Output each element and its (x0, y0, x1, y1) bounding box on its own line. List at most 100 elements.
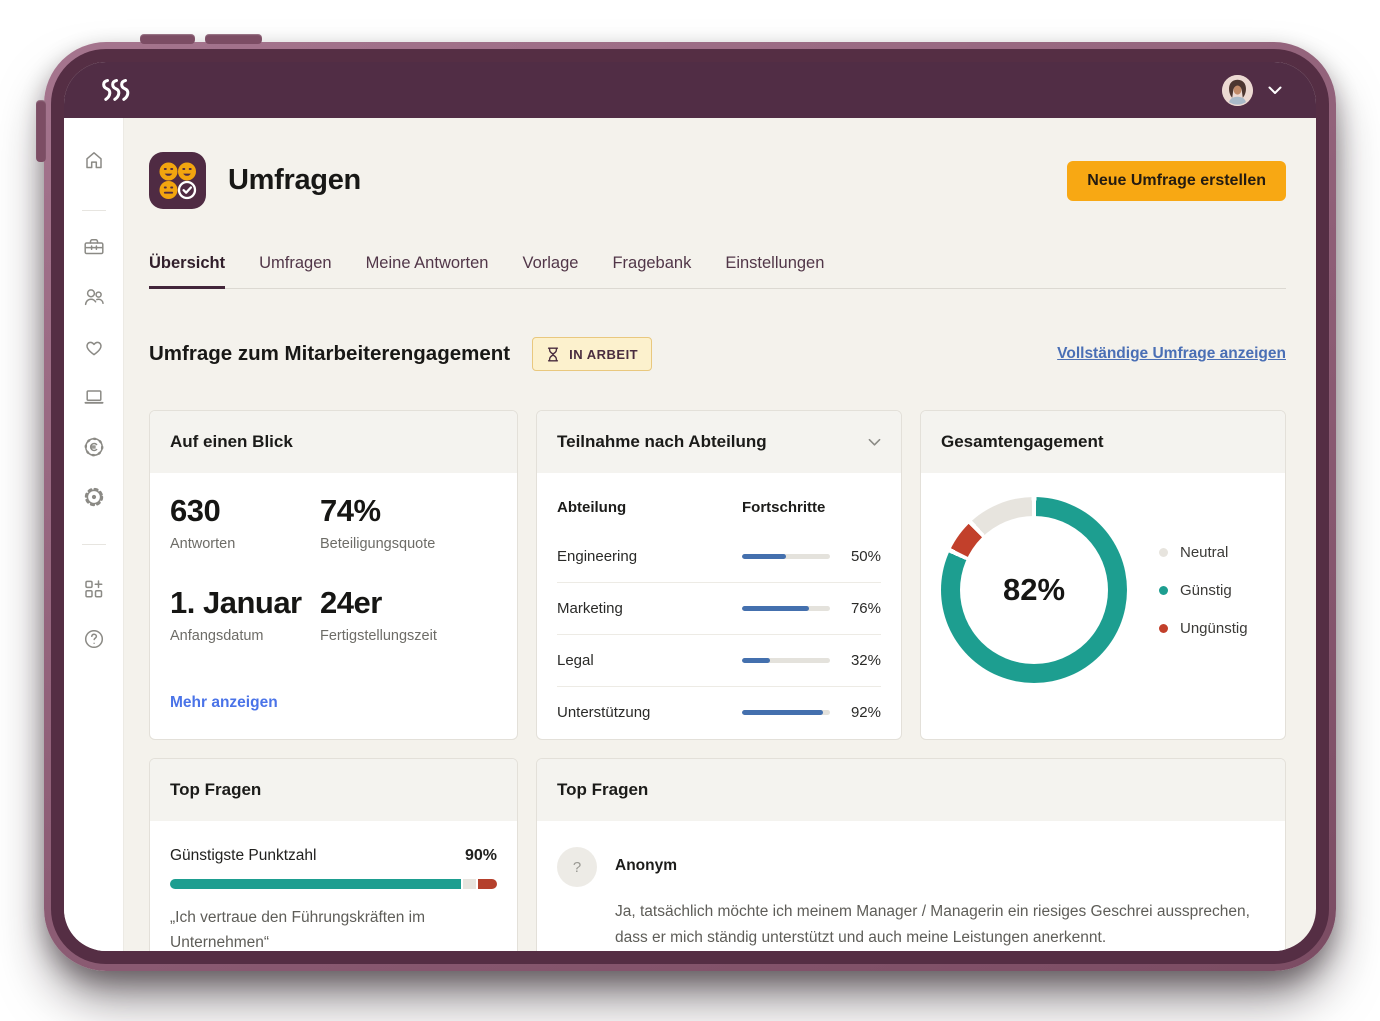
stat-value: 24er (320, 585, 382, 620)
sidebar-item-benefits[interactable] (78, 331, 110, 363)
survey-header-row: Umfrage zum Mitarbeiterengagement IN ARB… (149, 337, 1286, 371)
status-badge-label: IN ARBEIT (569, 346, 639, 362)
tab-vorlage[interactable]: Vorlage (522, 254, 579, 272)
legend-dot (1159, 585, 1168, 595)
glance-card-header: Auf einen Blick (150, 411, 517, 473)
stat-label: Fertigstellungszeit (320, 628, 437, 644)
cards-row-2: Top Fragen Günstigste Punktzahl 90% (149, 758, 1286, 951)
top-questions-comment-card: Top Fragen ? Anonym Ja, tatsächlich möch… (536, 758, 1286, 951)
home-icon (85, 152, 102, 169)
create-survey-button[interactable]: Neue Umfrage erstellen (1067, 160, 1286, 201)
heart-icon (85, 341, 102, 356)
chevron-down-icon[interactable] (1268, 86, 1282, 95)
tab-einstellungen[interactable]: Einstellungen (725, 254, 825, 272)
stat-value: 74% (320, 493, 381, 528)
gear-icon (84, 487, 103, 507)
sidebar-navigation (64, 118, 124, 951)
tab-umfragen[interactable]: Umfragen (259, 254, 332, 272)
tab-fragebank[interactable]: Fragebank (612, 254, 692, 272)
table-header: Abteilung Fortschritte (557, 489, 881, 530)
engagement-card-header: Gesamtengagement (921, 411, 1285, 473)
participation-card-header: Teilnahme nach Abteilung (537, 411, 901, 473)
collapse-toggle[interactable] (868, 438, 881, 447)
donut-legend: Neutral Günstig Ungünstig (1159, 544, 1248, 637)
people-icon (84, 289, 104, 306)
sidebar-item-toolbox[interactable] (78, 231, 110, 263)
survey-title: Umfrage zum Mitarbeiterengagement (149, 342, 511, 365)
column-progress: Fortschritte (742, 499, 826, 516)
top-questions-score-card: Top Fragen Günstigste Punktzahl 90% (149, 758, 518, 951)
department-name: Marketing (557, 600, 623, 617)
tab-bar: Übersicht Umfragen Meine Antworten Vorla… (149, 254, 1286, 289)
laptop-icon (84, 390, 103, 404)
progress-bar (742, 553, 830, 559)
column-department: Abteilung (557, 499, 627, 516)
legend-item-unfavorable: Ungünstig (1159, 620, 1248, 637)
stat-label: Beteiligungsquote (320, 536, 436, 552)
sidebar-item-settings[interactable] (78, 481, 110, 513)
progress-bar (742, 658, 830, 663)
participation-table: Abteilung Fortschritte Engineering 50% (537, 473, 901, 738)
sidebar-divider (81, 210, 106, 211)
user-menu[interactable] (1222, 74, 1282, 106)
page-title: Umfragen (228, 164, 361, 196)
tablet-volume-down-button (205, 34, 262, 44)
tablet-volume-up-button (140, 34, 195, 44)
glance-card: Auf einen Blick 630 Antworten 74% (149, 410, 518, 740)
chevron-down-icon (868, 438, 881, 446)
anonymous-avatar: ? (557, 847, 597, 887)
table-row: Marketing 76% (557, 582, 881, 634)
top-questions-score-header: Top Fragen (150, 759, 517, 821)
stat-value: 1. Januar (170, 585, 302, 620)
briefcase-icon (83, 239, 104, 255)
metric-label: Günstigste Punktzahl (170, 847, 317, 864)
sidebar-item-devices[interactable] (78, 381, 110, 413)
legend-dot (1159, 547, 1168, 557)
help-icon (84, 629, 103, 649)
sidebar-item-apps[interactable] (78, 573, 110, 605)
legend-item-favorable: Günstig (1159, 582, 1248, 599)
app-window: Umfragen Neue Umfrage erstellen Übersich… (64, 62, 1316, 951)
participation-card: Teilnahme nach Abteilung Abteilung Forts… (536, 410, 902, 740)
user-avatar[interactable] (1222, 74, 1253, 106)
sidebar-item-people[interactable] (78, 281, 110, 313)
table-row: Unterstützung 92% (557, 686, 881, 738)
page-header: Umfragen Neue Umfrage erstellen (149, 152, 1286, 209)
tab-meine-antworten[interactable]: Meine Antworten (365, 254, 489, 272)
status-badge: IN ARBEIT (532, 337, 653, 371)
tab-uebersicht[interactable]: Übersicht (149, 254, 226, 289)
department-name: Legal (557, 652, 594, 669)
stat-value: 630 (170, 493, 221, 528)
question-mark-glyph: ? (572, 858, 582, 876)
donut-center-label: 82% (1002, 572, 1066, 607)
legend-label: Neutral (1180, 543, 1229, 561)
table-row: Legal 32% (557, 634, 881, 686)
view-full-survey-link[interactable]: Vollständige Umfrage anzeigen (1057, 345, 1286, 362)
progress-value: 32% (850, 652, 881, 669)
tablet-side-button (36, 100, 46, 162)
show-more-link[interactable]: Mehr anzeigen (170, 694, 278, 711)
sidebar-item-home[interactable] (78, 144, 110, 176)
comment-text: Ja, tatsächlich möchte ich meinem Manage… (615, 903, 1250, 947)
top-navigation-bar (64, 62, 1316, 118)
rippling-logo-icon (102, 79, 130, 101)
stat-responses: 630 Antworten (170, 493, 320, 552)
progress-value: 76% (850, 600, 881, 617)
stat-completion-time: 24er Fertigstellungszeit (320, 585, 497, 644)
bar-segment-unfavorable (477, 879, 497, 889)
tablet-frame: Umfragen Neue Umfrage erstellen Übersich… (36, 34, 1336, 971)
top-questions-comment-header: Top Fragen (537, 759, 1285, 821)
score-stacked-bar (170, 879, 497, 889)
table-row: Engineering 50% (557, 530, 881, 582)
hourglass-icon (548, 347, 559, 361)
sidebar-item-payroll[interactable] (78, 431, 110, 463)
metric-row: Günstigste Punktzahl 90% (170, 847, 497, 865)
survey-emoji-icon (149, 152, 206, 209)
stat-start-date: 1. Januar Anfangsdatum (170, 585, 320, 644)
cards-row-1: Auf einen Blick 630 Antworten 74% (149, 410, 1286, 740)
stat-label: Anfangsdatum (170, 628, 264, 644)
glance-stats: 630 Antworten 74% Beteiligungsquote (170, 493, 497, 644)
engagement-card: Gesamtengagement 82% Neutral (920, 410, 1286, 740)
sidebar-item-help[interactable] (78, 623, 110, 655)
